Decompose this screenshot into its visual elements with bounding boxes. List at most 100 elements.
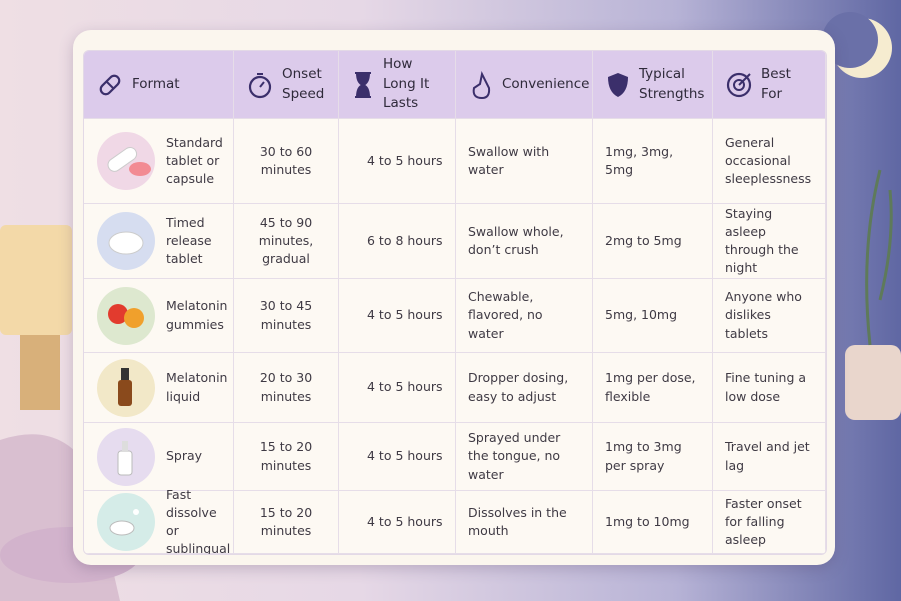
icon (726, 72, 752, 97)
table-cell: 4 to 5 hours (339, 279, 456, 353)
header-cell-text: Onset Speed (282, 65, 325, 102)
icon (97, 427, 155, 486)
header-cell-text: Format (132, 75, 180, 92)
table-cell: 1mg, 3mg, 5mg (593, 119, 713, 204)
table-cell-text: 1mg to 10mg (605, 513, 690, 529)
table-cell: 4 to 5 hours (339, 119, 456, 204)
icon (97, 493, 155, 551)
table-cell: Melatonin gummies (84, 279, 234, 353)
table-cell: Dissolves in the mouth (456, 491, 593, 554)
table-cell-text: Travel and jet lag (725, 439, 810, 473)
table-cell: Spray (84, 423, 234, 491)
icon (248, 72, 272, 98)
table-cell: 4 to 5 hours (339, 353, 456, 423)
table-cell: Fine tuning a low dose (713, 353, 826, 423)
header-cell: Convenience (456, 51, 593, 119)
table-cell-text: Faster onset for falling asleep (725, 495, 802, 548)
table-cell: Fast dissolve or sublingual (84, 487, 234, 554)
table-cell: 2mg to 5mg (593, 204, 713, 279)
table-cell-text: 4 to 5 hours (367, 152, 443, 168)
table-cell: Travel and jet lag (713, 423, 826, 491)
table-cell: Dropper dosing, easy to adjust (456, 353, 593, 423)
table-cell: Sprayed under the tongue, no water (456, 423, 593, 491)
icon (99, 74, 121, 95)
table-cell: 1mg per dose, flexible (593, 353, 713, 423)
table-cell: 4 to 5 hours (339, 491, 456, 554)
table-cell-text: Swallow with water (468, 143, 550, 177)
icon (472, 70, 491, 99)
table-cell-text: 4 to 5 hours (367, 379, 443, 395)
table-cell: Timed release tablet (84, 204, 234, 279)
icon (355, 71, 371, 98)
table-cell: 4 to 5 hours (339, 423, 456, 491)
moon-shadow (822, 12, 878, 68)
table-cell-text: 4 to 5 hours (367, 448, 443, 464)
icon (97, 212, 155, 270)
table-cell-text: Chewable, flavored, no water (468, 289, 543, 341)
table-cell: 5mg, 10mg (593, 279, 713, 353)
table-cell-text: Staying asleep through the night (725, 205, 799, 276)
table-cell-text: General occasional sleeplessness (725, 134, 812, 187)
icon (97, 132, 155, 190)
table-cell-text: 15 to 20 minutes (259, 504, 313, 538)
header-cell-text: How Long It Lasts (383, 56, 430, 112)
table-cell-text: Melatonin gummies (166, 298, 228, 332)
table-cell: 15 to 20 minutes (234, 423, 339, 491)
table-cell: Melatonin liquid (84, 353, 234, 423)
table-cell-text: Spray (166, 448, 203, 464)
table-cell-text: 30 to 45 minutes (259, 298, 313, 332)
header-cell: Onset Speed (234, 51, 339, 119)
table-cell-text: Fine tuning a low dose (725, 370, 807, 404)
table-cell: 45 to 90 minutes, gradual (234, 204, 339, 279)
table-cell: 15 to 20 minutes (234, 491, 339, 554)
table-cell: Staying asleep through the night (713, 204, 826, 279)
table-cell-text: 1mg to 3mg per spray (605, 439, 682, 473)
table-cell-text: 4 to 5 hours (367, 307, 443, 323)
table-cell-text: Standard tablet or capsule (166, 134, 223, 187)
table-cell: 30 to 45 minutes (234, 279, 339, 353)
table-cell-text: Fast dissolve or sublingual (166, 486, 231, 555)
table-cell-text: Anyone who dislikes tablets (725, 289, 802, 341)
table-cell: Swallow with water (456, 119, 593, 204)
table-cell: 1mg to 10mg (593, 491, 713, 554)
table-cell-text: 30 to 60 minutes (259, 143, 313, 177)
table-cell-text: 2mg to 5mg (605, 232, 682, 248)
table-cell-text: Timed release tablet (166, 214, 212, 267)
header-cell: Best For (713, 51, 826, 119)
lamp-base (20, 335, 60, 410)
table-cell-text: Sprayed under the tongue, no water (468, 430, 561, 482)
table-cell-text: 6 to 8 hours (367, 232, 443, 248)
table-cell: General occasional sleeplessness (713, 119, 826, 204)
table-cell-text: 1mg, 3mg, 5mg (605, 143, 674, 177)
table-cell-text: Melatonin liquid (166, 370, 228, 404)
table-cell: Anyone who dislikes tablets (713, 279, 826, 353)
table-cell-text: 45 to 90 minutes, gradual (258, 214, 314, 267)
table-cell: Standard tablet or capsule (84, 119, 234, 204)
header-cell: Typical Strengths (593, 51, 713, 119)
table-cell: 1mg to 3mg per spray (593, 423, 713, 491)
table-cell-text: Dropper dosing, easy to adjust (468, 370, 569, 404)
header-cell: How Long It Lasts (339, 51, 456, 119)
header-cell-text: Typical Strengths (639, 65, 705, 102)
table-cell: 30 to 60 minutes (234, 119, 339, 204)
plant-pot (845, 345, 901, 420)
table-cell-text: 4 to 5 hours (367, 513, 443, 529)
table-cell: Chewable, flavored, no water (456, 279, 593, 353)
table-cell-text: 1mg per dose, flexible (605, 370, 696, 404)
header-cell-text: Best For (761, 65, 791, 102)
table-cell: 20 to 30 minutes (234, 353, 339, 423)
header-cell: Format (84, 51, 234, 119)
lamp-shade (0, 225, 72, 335)
table-cell-text: Dissolves in the mouth (468, 504, 567, 538)
header-cell-text: Convenience (502, 75, 590, 92)
table-cell: 6 to 8 hours (339, 204, 456, 279)
table-cell-text: 5mg, 10mg (605, 307, 678, 323)
table-cell-text: 15 to 20 minutes (259, 439, 313, 473)
icon (97, 286, 155, 345)
table-cell-text: 20 to 30 minutes (259, 370, 313, 404)
plant (865, 169, 893, 346)
icon (97, 358, 155, 417)
table-cell: Swallow whole, don’t crush (456, 204, 593, 279)
icon (608, 72, 628, 97)
